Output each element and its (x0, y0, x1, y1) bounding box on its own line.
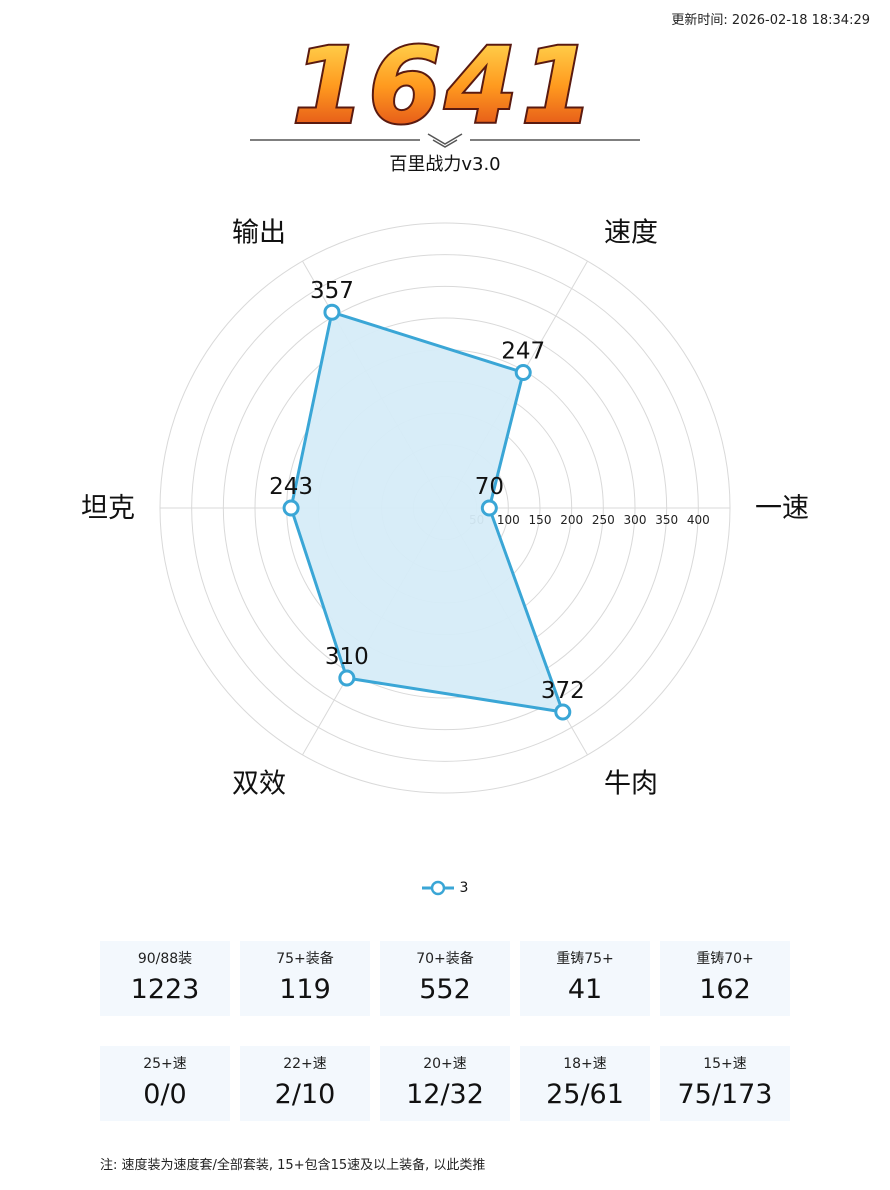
stat-label: 15+速 (703, 1056, 747, 1072)
ring-labels: 50100150200250300350400 (469, 513, 710, 527)
ring-tick-label: 400 (687, 513, 710, 527)
axis-label: 双效 (232, 768, 286, 799)
ring-tick-label: 100 (497, 513, 520, 527)
axis-label: 牛肉 (604, 768, 658, 799)
stat-value: 25/61 (546, 1079, 624, 1110)
axis-label: 速度 (604, 218, 658, 249)
stat-value: 1223 (130, 974, 200, 1005)
stat-tile: 70+装备 552 (380, 941, 510, 1016)
stat-tile: 20+速 12/32 (380, 1046, 510, 1121)
stat-tile: 75+装备 119 (240, 941, 370, 1016)
ring-tick-label: 350 (655, 513, 678, 527)
stat-label: 90/88装 (137, 951, 193, 967)
axis-label: 输出 (232, 218, 286, 249)
stat-value: 2/10 (274, 1079, 336, 1110)
data-value-label: 70 (475, 474, 504, 500)
legend-series-name: 3 (459, 880, 469, 896)
data-point (338, 669, 356, 687)
stat-label: 18+速 (563, 1056, 607, 1072)
stats-row-speed: 25+速 0/0 22+速 2/10 20+速 12/32 18+速 25/61 15+… (100, 1046, 790, 1121)
data-point (554, 703, 572, 721)
stat-value: 75/173 (677, 1079, 773, 1110)
update-timestamp: 更新时间: 2026-02-18 18:34:29 (671, 13, 870, 28)
ring-tick-label: 150 (529, 513, 552, 527)
stat-tile: 18+速 25/61 (520, 1046, 650, 1121)
stat-value: 41 (567, 974, 603, 1005)
legend-marker-icon (421, 880, 454, 896)
stat-value: 162 (699, 974, 751, 1005)
stat-label: 70+装备 (416, 951, 474, 967)
stat-label: 重铸75+ (556, 951, 614, 967)
ring-tick-label: 200 (560, 513, 583, 527)
stat-tile: 90/88装 1223 (100, 941, 230, 1016)
data-value-label: 243 (269, 474, 313, 500)
stat-label: 75+装备 (276, 951, 334, 967)
stat-tile: 重铸70+ 162 (660, 941, 790, 1016)
stat-value: 12/32 (406, 1079, 484, 1110)
ring-tick-label: 300 (624, 513, 647, 527)
stat-label: 25+速 (143, 1056, 187, 1072)
stat-tile: 22+速 2/10 (240, 1046, 370, 1121)
stat-label: 22+速 (283, 1056, 327, 1072)
stat-label: 20+速 (423, 1056, 467, 1072)
data-point (480, 499, 498, 517)
data-point (282, 499, 300, 517)
axis-label: 坦克 (81, 493, 135, 524)
stat-value: 552 (419, 974, 471, 1005)
stats-row-gear: 90/88装 1223 75+装备 119 70+装备 552 重铸75+ 41 重铸7… (100, 941, 790, 1016)
score-logo: 1641 (0, 22, 890, 142)
stat-value: 119 (279, 974, 331, 1005)
data-point (323, 303, 341, 321)
data-value-label: 247 (501, 339, 545, 365)
series-layer (282, 303, 572, 721)
score-value: 1641 (292, 25, 597, 142)
data-point (514, 364, 532, 382)
ring-tick-label: 250 (592, 513, 615, 527)
stat-tile: 25+速 0/0 (100, 1046, 230, 1121)
axis-label: 一速 (755, 493, 809, 524)
stat-tile: 重铸75+ 41 (520, 941, 650, 1016)
title-divider (250, 133, 640, 148)
stat-value: 0/0 (143, 1079, 187, 1110)
chart-legend: 3 (0, 880, 890, 896)
stat-tile: 15+速 75/173 (660, 1046, 790, 1121)
data-value-label: 357 (310, 278, 354, 304)
chart-subtitle: 百里战力v3.0 (389, 154, 501, 175)
stat-label: 重铸70+ (696, 951, 754, 967)
value-labels: 70 247 357 243 310 372 (269, 278, 585, 704)
footnote: 注: 速度装为速度套/全部套装, 15+包含15速及以上装备, 以此类推 (100, 1158, 486, 1173)
data-value-label: 310 (325, 644, 369, 670)
data-value-label: 372 (541, 678, 585, 704)
